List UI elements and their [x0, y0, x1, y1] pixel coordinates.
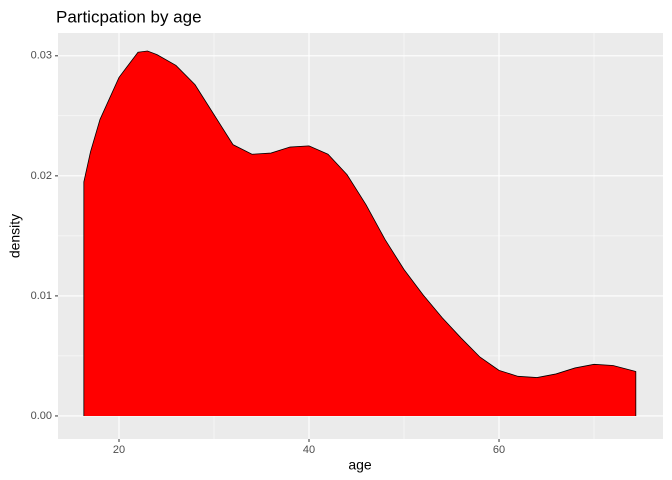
- chart-title: Particpation by age: [56, 7, 202, 26]
- density-outline: [83, 50, 637, 416]
- x-tick-label: 60: [493, 444, 505, 456]
- y-tick-label: 0.01: [31, 290, 52, 302]
- x-tick-label: 20: [113, 444, 125, 456]
- y-axis-title: density: [7, 214, 23, 258]
- y-tick-label: 0.03: [31, 50, 52, 62]
- density-area: [83, 51, 636, 416]
- x-tick-label: 40: [303, 444, 315, 456]
- x-axis-title: age: [348, 457, 372, 473]
- y-tick-label: 0.00: [31, 410, 52, 422]
- y-tick-label: 0.02: [31, 170, 52, 182]
